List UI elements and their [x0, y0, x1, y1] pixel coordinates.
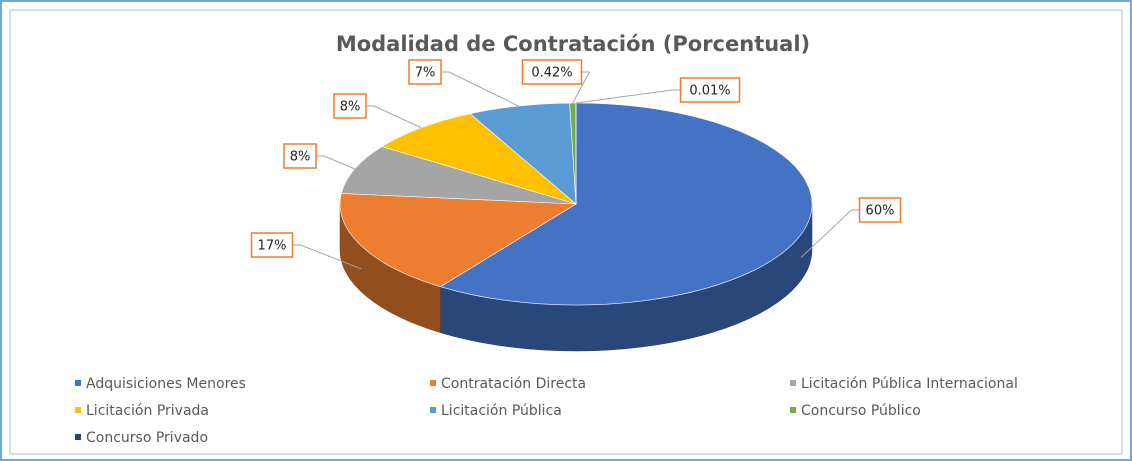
- pie-slice: [339, 193, 577, 287]
- legend-swatch: [790, 380, 796, 386]
- label-box: [333, 93, 367, 119]
- legend-label: Licitación Pública: [441, 403, 562, 419]
- legend-swatch: [430, 380, 436, 386]
- data-label: 17%: [258, 239, 287, 254]
- legend-swatch: [430, 407, 436, 413]
- legend-label: Licitación Pública Internacional: [801, 376, 1018, 392]
- data-label: 7%: [415, 66, 436, 81]
- pie: [339, 102, 813, 352]
- data-label: 0.42%: [531, 66, 572, 81]
- legend-swatch: [75, 380, 81, 386]
- label-box: [521, 59, 583, 85]
- legend-label: Concurso Público: [801, 403, 921, 419]
- data-labels: 60% 17% 8% 8% 7% 0.42% 0.01%: [250, 59, 902, 270]
- pie-slice: [469, 102, 577, 205]
- label-box: [679, 77, 741, 103]
- legend-label: Concurso Privado: [86, 430, 208, 446]
- leader-line: [441, 71, 519, 107]
- legend-swatch: [790, 407, 796, 413]
- legend-label: Licitación Privada: [86, 403, 209, 419]
- legend-swatch: [75, 434, 81, 440]
- data-label: 0.01%: [689, 84, 730, 99]
- data-label: 8%: [340, 100, 361, 115]
- legend: Adquisiciones Menores Contratación Direct…: [75, 376, 1018, 446]
- legend-label: Adquisiciones Menores: [86, 376, 246, 392]
- chart-title: Modalidad de Contratación (Porcentual): [336, 32, 810, 56]
- label-box: [250, 232, 294, 258]
- pie-slice: [381, 113, 577, 205]
- legend-swatch: [75, 407, 81, 413]
- leader-line: [366, 105, 422, 129]
- leader-line: [800, 209, 860, 258]
- label-box: [858, 197, 902, 223]
- legend-label: Contratación Directa: [441, 376, 586, 392]
- label-box: [408, 59, 442, 85]
- data-label: 8%: [290, 150, 311, 165]
- label-box: [283, 143, 317, 169]
- pie-slice: [439, 102, 813, 306]
- leader-line: [572, 71, 591, 104]
- chart-area: [9, 9, 1123, 455]
- data-label: 60%: [866, 204, 895, 219]
- leader-line: [292, 244, 362, 270]
- leader-line: [575, 89, 681, 104]
- leader-line: [316, 155, 355, 170]
